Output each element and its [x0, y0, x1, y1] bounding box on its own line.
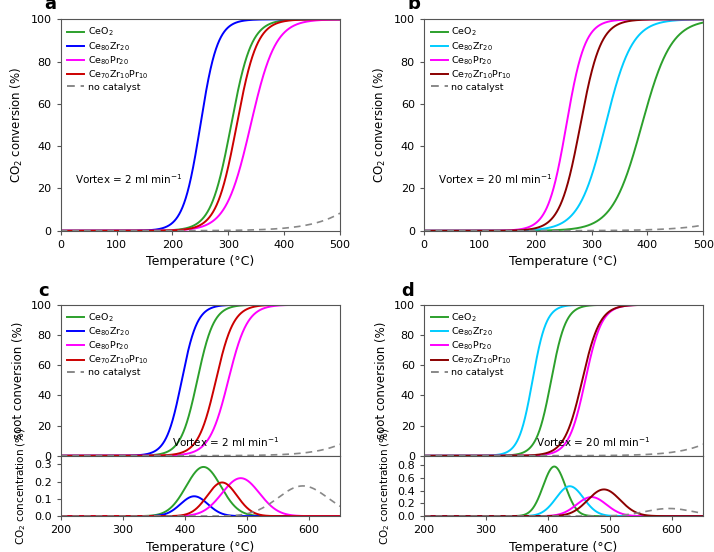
- Text: a: a: [44, 0, 56, 13]
- Text: b: b: [407, 0, 420, 13]
- Text: c: c: [39, 282, 49, 300]
- X-axis label: Temperature (°C): Temperature (°C): [146, 256, 254, 268]
- Text: Vortex = 2 ml min$^{-1}$: Vortex = 2 ml min$^{-1}$: [75, 172, 182, 186]
- Y-axis label: CO$_2$ concentration (%): CO$_2$ concentration (%): [15, 427, 29, 545]
- Legend: CeO$_2$, Ce$_{80}$Zr$_{20}$, Ce$_{80}$Pr$_{20}$, Ce$_{70}$Zr$_{10}$Pr$_{10}$, no: CeO$_2$, Ce$_{80}$Zr$_{20}$, Ce$_{80}$Pr…: [66, 310, 150, 379]
- Y-axis label: CO$_2$ conversion (%): CO$_2$ conversion (%): [372, 67, 388, 183]
- Legend: CeO$_2$, Ce$_{80}$Zr$_{20}$, Ce$_{80}$Pr$_{20}$, Ce$_{70}$Zr$_{10}$Pr$_{10}$, no: CeO$_2$, Ce$_{80}$Zr$_{20}$, Ce$_{80}$Pr…: [428, 24, 513, 94]
- Text: d: d: [401, 282, 414, 300]
- Text: Vortex = 20 ml min$^{-1}$: Vortex = 20 ml min$^{-1}$: [438, 172, 552, 186]
- Text: Vortex = 2 ml min$^{-1}$: Vortex = 2 ml min$^{-1}$: [173, 435, 280, 449]
- Y-axis label: CO$_2$ conversion (%): CO$_2$ conversion (%): [9, 67, 25, 183]
- Legend: CeO$_2$, Ce$_{80}$Zr$_{20}$, Ce$_{80}$Pr$_{20}$, Ce$_{70}$Zr$_{10}$Pr$_{10}$, no: CeO$_2$, Ce$_{80}$Zr$_{20}$, Ce$_{80}$Pr…: [66, 24, 150, 94]
- Y-axis label: soot conversion (%): soot conversion (%): [12, 321, 25, 439]
- Text: Vortex = 20 ml min$^{-1}$: Vortex = 20 ml min$^{-1}$: [536, 435, 650, 449]
- Y-axis label: CO$_2$ concentration (%): CO$_2$ concentration (%): [378, 427, 391, 545]
- X-axis label: Temperature (°C): Temperature (°C): [510, 256, 618, 268]
- X-axis label: Temperature (°C): Temperature (°C): [510, 541, 618, 552]
- X-axis label: Temperature (°C): Temperature (°C): [146, 541, 254, 552]
- Legend: CeO$_2$, Ce$_{80}$Zr$_{20}$, Ce$_{80}$Pr$_{20}$, Ce$_{70}$Zr$_{10}$Pr$_{10}$, no: CeO$_2$, Ce$_{80}$Zr$_{20}$, Ce$_{80}$Pr…: [428, 310, 513, 379]
- Y-axis label: soot conversion (%): soot conversion (%): [376, 321, 388, 439]
